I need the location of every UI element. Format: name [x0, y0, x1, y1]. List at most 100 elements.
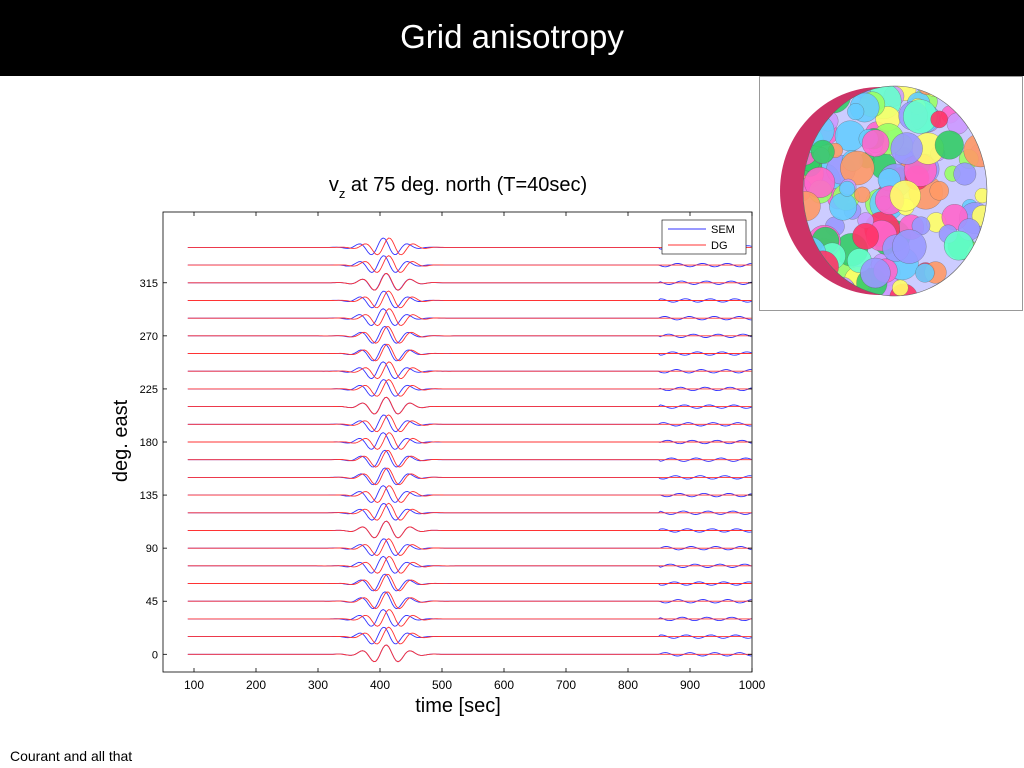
mesh-cell [948, 278, 972, 296]
mesh-cell [892, 279, 909, 296]
mesh-cell [829, 192, 857, 221]
trace-line-dg [187, 361, 752, 380]
mesh-cell [860, 257, 891, 289]
trace-line-sem [187, 290, 752, 309]
mesh-cell [929, 181, 949, 201]
mesh-cell [968, 86, 987, 120]
trace-line-dg [187, 591, 752, 610]
y-tick-label: 45 [146, 596, 158, 608]
x-tick-label: 400 [370, 678, 390, 692]
trace-line-sem [187, 432, 752, 450]
trace-line-dg [187, 396, 752, 415]
chart-title-rest: at 75 deg. north (T=40sec) [345, 174, 587, 196]
trace-line-sem [187, 379, 752, 397]
trace-line-dg [187, 432, 752, 450]
mesh-cell [969, 86, 987, 97]
trace-line-dg [187, 378, 752, 397]
trace-line-dg [187, 326, 752, 344]
x-tick-label: 500 [432, 678, 452, 692]
y-tick-label: 135 [140, 490, 158, 502]
trace-line-dg [187, 626, 752, 645]
y-tick-label: 270 [140, 331, 158, 343]
mesh-cell [852, 223, 879, 250]
legend-label-sem: SEM [711, 224, 735, 236]
trace-group [187, 237, 752, 663]
trace-line-sem [187, 520, 752, 539]
y-tick-label: 315 [140, 278, 158, 290]
chart-title-main: v [329, 174, 339, 196]
trace-line-dg [187, 467, 752, 486]
legend: SEM DG [661, 219, 747, 255]
trace-line-sem [187, 396, 752, 415]
trace-line-dg [187, 485, 752, 503]
trace-line-dg [187, 538, 752, 556]
mesh-cell [804, 167, 836, 198]
trace-line-dg [187, 609, 752, 627]
trace-line-sem [187, 343, 752, 362]
mesh-cell [892, 229, 927, 264]
meshed-sphere-icon [780, 85, 988, 297]
y-tick-label: 0 [152, 649, 158, 661]
trace-line-sem [187, 273, 752, 291]
mesh-cell [889, 180, 921, 212]
trace-line-sem [187, 449, 752, 468]
trace-line-dg [187, 343, 752, 362]
mesh-cell [840, 150, 875, 186]
sphere-outline [802, 85, 988, 297]
trace-line-dg [187, 414, 752, 433]
trace-line-sem [187, 485, 752, 503]
x-tick-label: 300 [308, 678, 328, 692]
trace-line-sem [187, 325, 752, 344]
trace-line-dg [187, 573, 752, 592]
mesh-cell [839, 180, 855, 197]
trace-line-sem [187, 467, 752, 486]
slide-title: Grid anisotropy [400, 18, 624, 55]
y-tick-label: 180 [140, 437, 158, 449]
trace-line-dg [187, 308, 752, 327]
mesh-cell [943, 230, 974, 261]
mesh-cell [974, 267, 987, 287]
mesh-cell [810, 139, 835, 164]
trace-line-dg [187, 255, 752, 273]
trace-line-sem [187, 361, 752, 380]
trace-line-dg [187, 644, 752, 663]
legend-label-dg: DG [711, 240, 728, 252]
mesh-cell [917, 86, 937, 95]
trace-line-sem [187, 555, 752, 574]
trace-line-dg [187, 237, 752, 256]
mesh-cell [975, 286, 987, 296]
mesh-cell [820, 284, 845, 296]
x-tick-label: 900 [680, 678, 700, 692]
x-tick-label: 700 [556, 678, 576, 692]
trace-line-sem [187, 308, 752, 326]
mesh-cell [930, 110, 948, 129]
mesh-cell [890, 132, 923, 165]
mesh-cell [974, 188, 987, 204]
trace-line-dg [187, 272, 752, 291]
slide-footer: Courant and all that [10, 748, 133, 764]
trace-line-sem [187, 626, 752, 645]
trace-line-sem [187, 608, 752, 627]
mesh-cell [963, 133, 987, 168]
mesh-cell [957, 277, 980, 296]
trace-line-sem [187, 503, 752, 521]
x-tick-label: 100 [184, 678, 204, 692]
trace-line-dg [187, 450, 752, 468]
y-tick-label: 225 [140, 384, 158, 396]
mesh-cell [847, 103, 865, 121]
mesh-cell [941, 281, 974, 296]
legend-box [661, 219, 747, 255]
x-axis-label: time [sec] [415, 695, 501, 717]
slide-header: Grid anisotropy [0, 0, 1024, 76]
mesh-cell [803, 281, 815, 296]
mesh-sphere-inset [759, 76, 1023, 311]
trace-line-dg [187, 290, 752, 309]
trace-line-sem [187, 255, 752, 273]
trace-line-sem [187, 644, 752, 663]
x-tick-label: 600 [494, 678, 514, 692]
x-tick-label: 200 [246, 678, 266, 692]
trace-line-dg [187, 502, 752, 521]
x-tick-label: 800 [618, 678, 638, 692]
trace-line-dg [187, 556, 752, 574]
